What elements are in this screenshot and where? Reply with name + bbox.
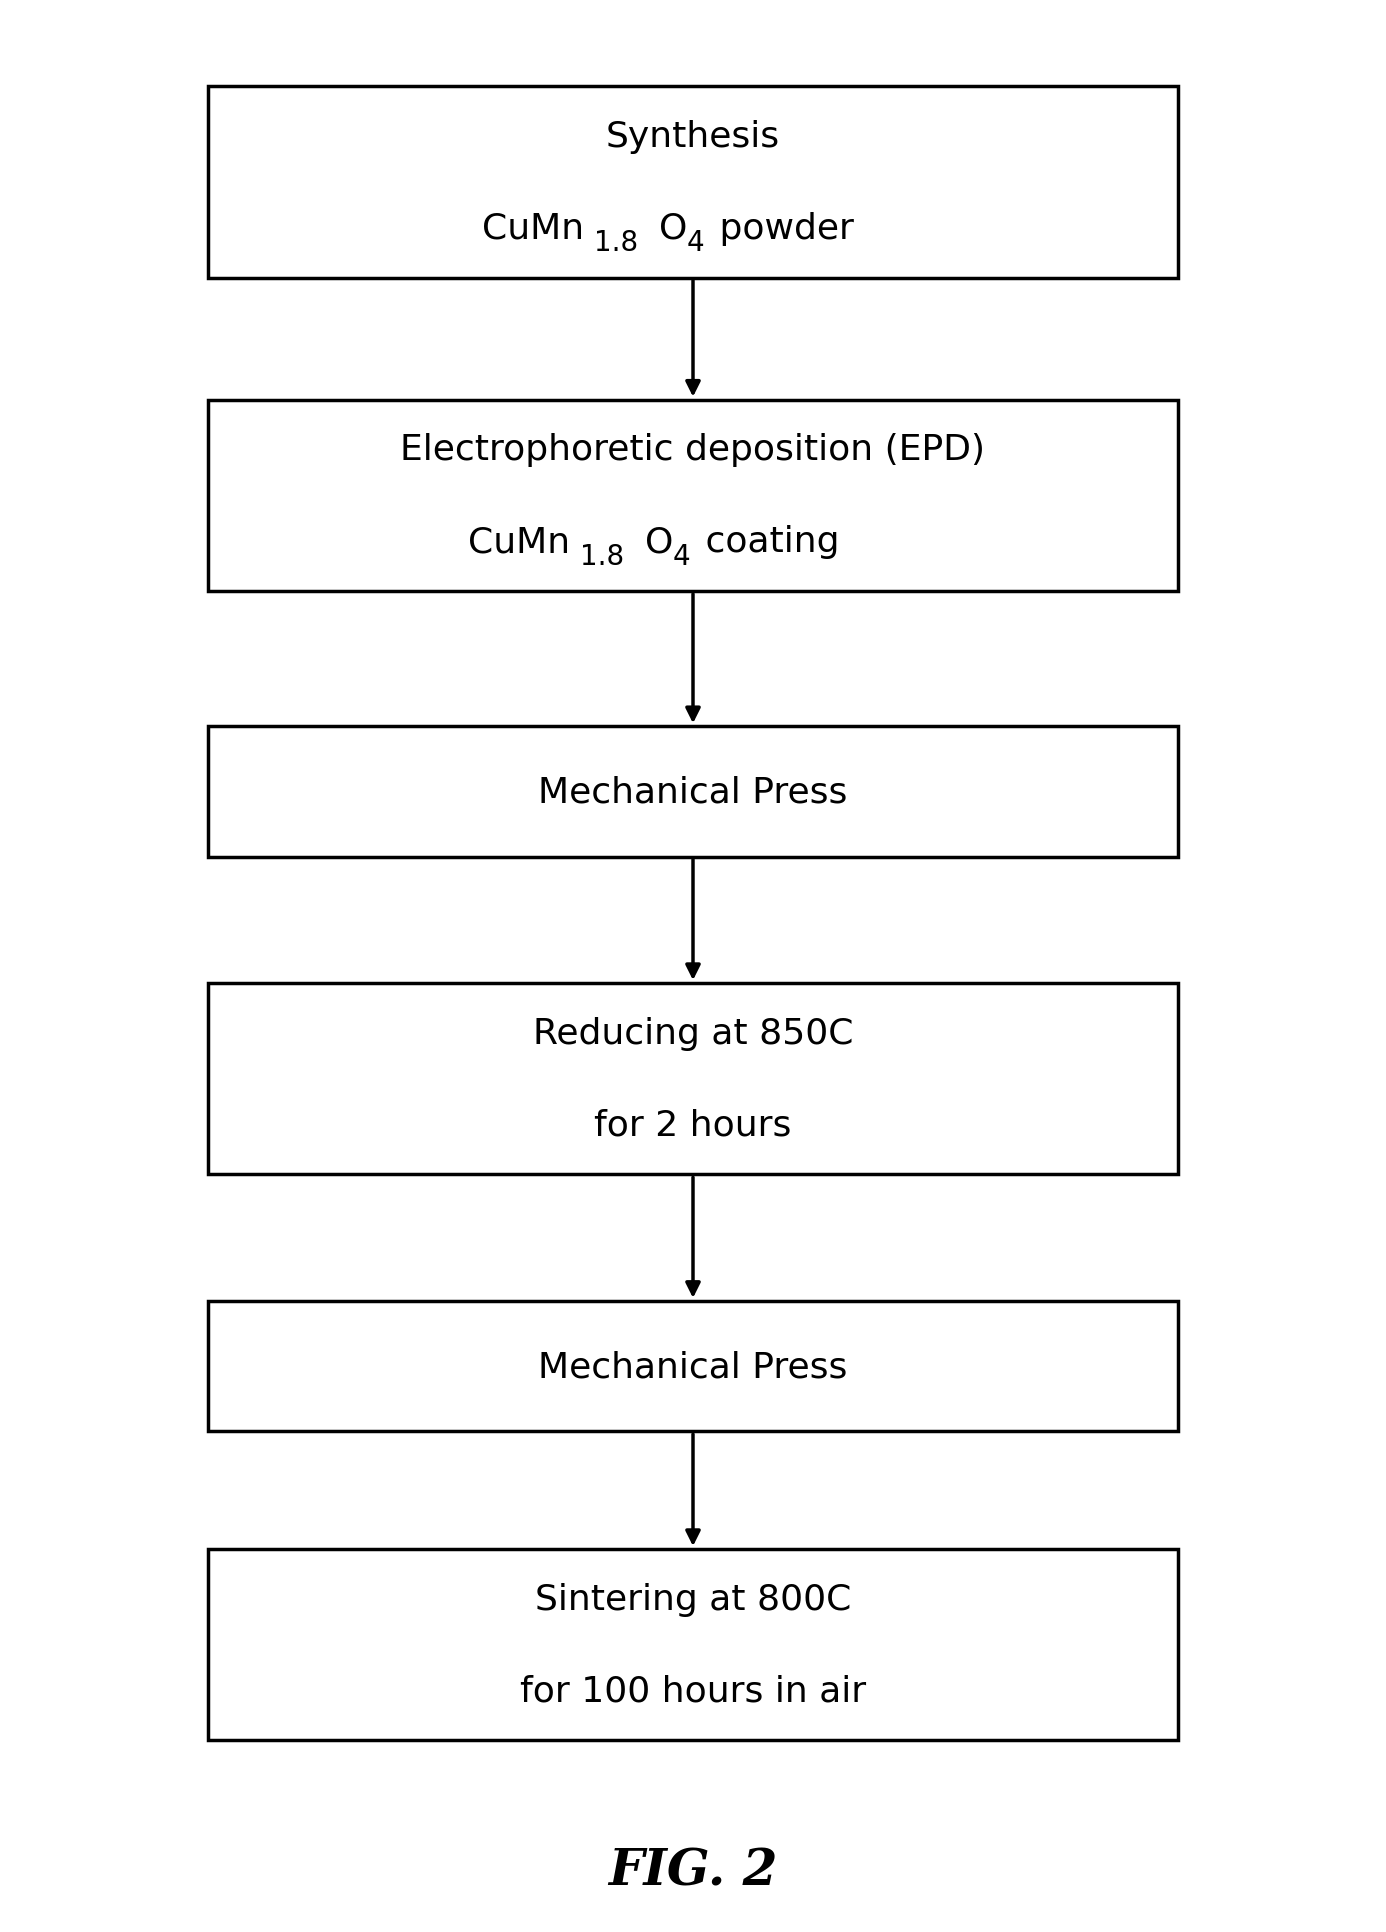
Bar (208, 1300, 1178, 1432)
Text: Electrophoretic deposition (EPD): Electrophoretic deposition (EPD) (401, 433, 985, 468)
Text: CuMn: CuMn (468, 526, 571, 558)
Bar (208, 726, 1178, 858)
Text: Synthesis: Synthesis (606, 120, 780, 155)
Text: CuMn: CuMn (482, 213, 585, 245)
Text: for 100 hours in air: for 100 hours in air (520, 1673, 866, 1708)
Text: coating: coating (694, 526, 840, 558)
Bar (208, 983, 1178, 1175)
Text: 1.8: 1.8 (595, 230, 638, 257)
Text: 1.8: 1.8 (581, 543, 624, 570)
Text: powder: powder (708, 213, 854, 245)
Text: Reducing at 850C: Reducing at 850C (532, 1016, 854, 1051)
Text: 4: 4 (686, 230, 704, 257)
Text: FIG. 2: FIG. 2 (608, 1847, 778, 1895)
Text: Sintering at 800C: Sintering at 800C (535, 1582, 851, 1615)
Bar (208, 1549, 1178, 1741)
Text: Mechanical Press: Mechanical Press (538, 1349, 848, 1383)
Text: Mechanical Press: Mechanical Press (538, 775, 848, 810)
Bar (208, 87, 1178, 278)
Text: O: O (644, 526, 674, 558)
Text: for 2 hours: for 2 hours (595, 1109, 791, 1142)
Bar (208, 400, 1178, 591)
Text: 4: 4 (672, 543, 690, 570)
Text: O: O (658, 213, 687, 245)
